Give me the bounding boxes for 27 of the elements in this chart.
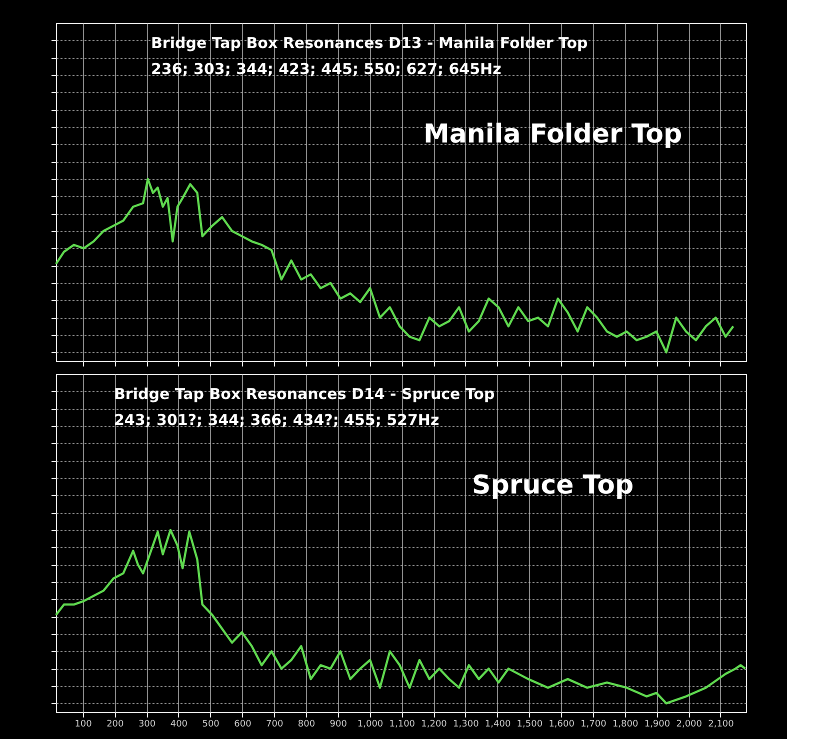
x-tick-label: 1,400 <box>484 720 511 730</box>
x-tick-label: 100 <box>74 720 92 730</box>
text: Bridge Tap Box Resonances D13 - Manila Folder Top <box>151 34 588 52</box>
x-tick-label: 200 <box>106 720 124 730</box>
x-tick-label: 400 <box>170 720 188 730</box>
x-tick-label: 1,900 <box>644 720 670 730</box>
text: 236; 303; 344; 423; 445; 550; 627; 645Hz <box>151 60 502 78</box>
x-tick-label: 1,100 <box>389 720 416 730</box>
x-tick-label: 1,200 <box>421 720 448 730</box>
x-tick-label: 1,000 <box>357 720 384 730</box>
x-tick-label: 2,100 <box>708 720 734 730</box>
x-tick-label: 1,800 <box>612 720 638 730</box>
x-tick-label: 800 <box>298 720 316 730</box>
x-tick-label: 2,000 <box>676 720 702 730</box>
x-tick-label: 1,500 <box>516 720 543 730</box>
text: Manila Folder Top <box>423 120 682 150</box>
x-tick-label: 500 <box>202 720 220 730</box>
x-tick-label: 1,600 <box>548 720 575 730</box>
x-tick-label: 1,700 <box>580 720 607 730</box>
x-tick-label: 300 <box>138 720 156 730</box>
x-tick-label: 700 <box>266 720 284 730</box>
text: Bridge Tap Box Resonances D14 - Spruce Top <box>114 385 495 403</box>
x-tick-label: 900 <box>330 720 348 730</box>
x-tick-label: 600 <box>234 720 252 730</box>
x-tick-label: 1,300 <box>453 720 480 730</box>
text: Spruce Top <box>472 470 634 501</box>
text: 243; 301?; 344; 366; 434?; 455; 527Hz <box>114 411 440 429</box>
